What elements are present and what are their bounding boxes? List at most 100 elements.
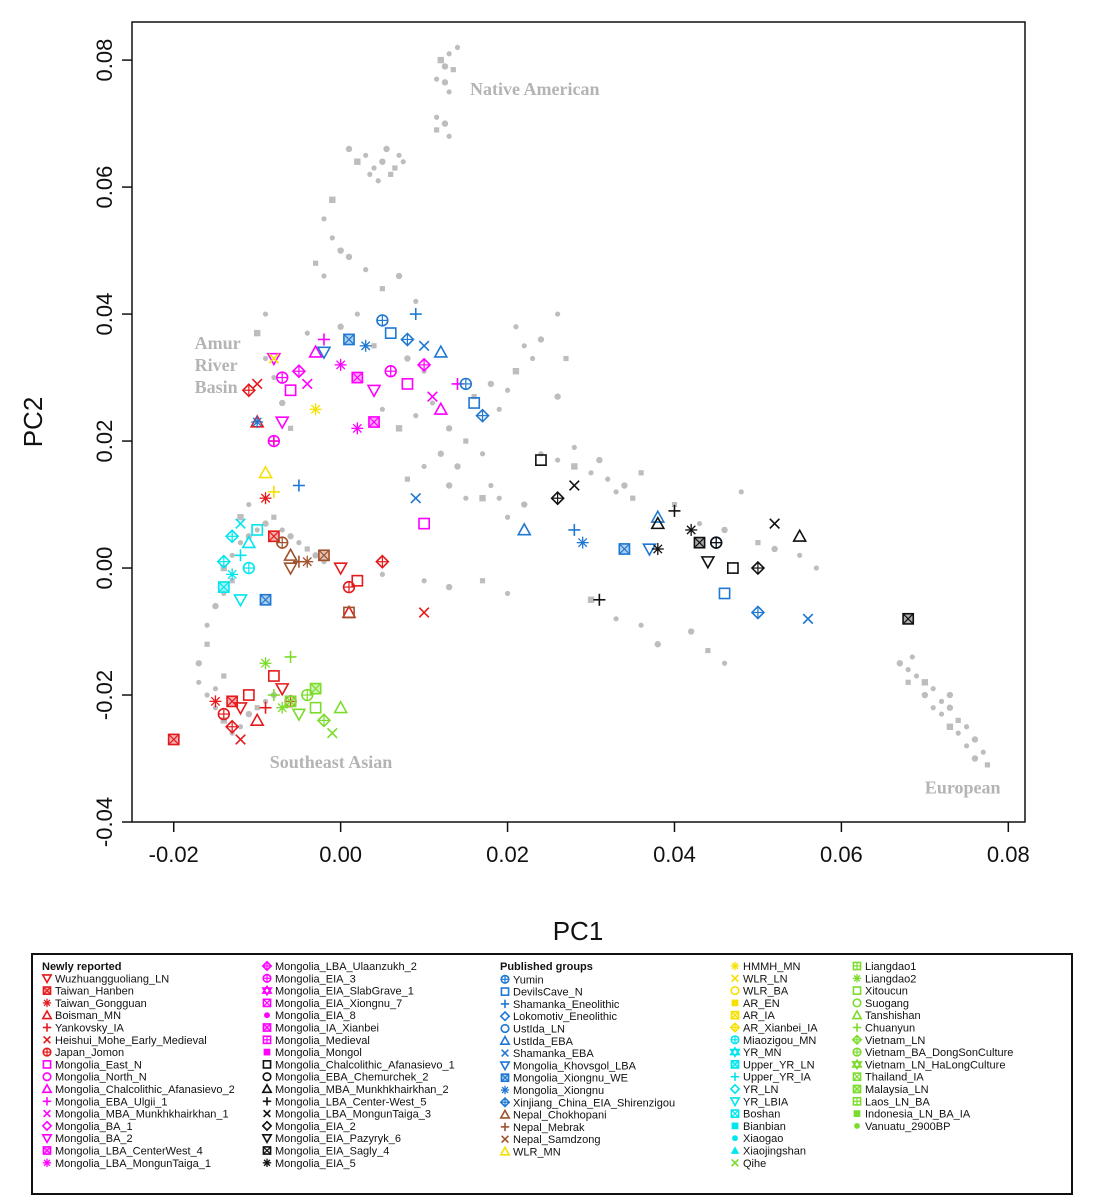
legend-marker [853,1110,861,1117]
background-point [504,514,511,520]
background-point [221,673,227,679]
data-point [226,568,239,581]
legend-marker [42,1072,52,1082]
data-point [792,528,808,542]
legend-label: WLR_BA [743,986,789,998]
background-point [413,298,419,304]
data-point [241,534,257,549]
x-tick-label: 0.02 [486,842,529,867]
background-point [771,545,778,553]
data-point [217,581,230,593]
data-point [418,340,430,352]
background-point [337,323,344,330]
background-point [638,470,644,476]
data-point [251,378,263,390]
legend-marker [262,1035,272,1045]
data-point [693,536,706,549]
legend-label: Vanuatu_2900BP [865,1121,950,1133]
background-point [212,602,219,610]
legend-marker [499,1010,511,1022]
background-point [392,165,398,171]
legend-label: Mongolia_EIA_Sagly_4 [275,1146,389,1158]
legend-item: Xiaojingshan [730,1146,806,1158]
background-point [262,355,269,362]
legend-label: Qihe [743,1158,766,1170]
legend-marker [261,984,273,997]
legend-item: Mongolia_EIA_SlabGrave_1 [261,984,414,998]
legend-label: Vietnam_LN_HaLongCulture [865,1059,1005,1071]
legend-marker [731,974,739,983]
legend-label: Mongolia_EIA_Pazyryk_6 [275,1133,401,1145]
y-tick-label: -0.02 [92,670,117,720]
legend-label: Lokomotiv_Eneolithic [513,1011,617,1023]
legend-label: Japan_Jomon [55,1047,124,1059]
background-point [237,724,244,730]
background-point [630,495,636,501]
background-point [621,482,628,489]
legend-marker [41,974,53,985]
legend-marker [854,1122,860,1129]
legend-item: Mongolia_EIA_Pazyryk_6 [261,1133,401,1145]
legend-marker [729,1046,741,1058]
y-tick-label: 0.06 [92,166,117,209]
data-point [216,554,231,569]
legend-label: Shamanka_Eneolithic [513,999,620,1011]
data-point [267,434,281,448]
legend-label: WLR_LN [743,973,788,985]
data-point [259,701,272,714]
legend-item: YR_MN [729,1046,782,1059]
background-point [254,527,260,533]
background-point [271,514,277,520]
data-point [593,593,606,606]
legend-marker [729,1022,741,1033]
legend-label: Vietnam_LN [865,1035,925,1047]
legend-label: Mongolia_Chalcolithic_Afanasievo_2 [55,1084,235,1096]
background-point [371,343,377,349]
background-point [613,616,619,622]
data-point [308,344,323,358]
legend-marker [261,1083,273,1094]
legend-marker [730,1060,740,1069]
legend-marker [42,1097,52,1106]
background-point [471,394,477,400]
legend-label: Boshan [743,1109,780,1121]
data-point [249,712,265,727]
background-point [262,520,269,527]
background-point [479,451,486,457]
region-label: Amur River Basin [195,333,241,397]
data-point [384,365,397,378]
background-point [441,63,449,70]
background-point [454,463,461,470]
legend-marker [731,1158,739,1167]
data-point [750,605,766,620]
legend-marker [261,1134,273,1145]
legend-item: Mongolia_EBA_Ulgii_1 [42,1096,168,1108]
background-point [446,133,452,139]
legend-label: Mongolia_EBA_Ulgii_1 [55,1096,168,1108]
data-point [326,727,338,739]
legend-label: Mongolia_Khovsgol_LBA [513,1060,637,1072]
legend-marker [731,1122,739,1130]
data-point [259,593,272,606]
background-point [638,622,644,628]
legend-item: Mongolia_Medieval [262,1035,370,1047]
legend-item: Upper_YR_IA [730,1072,812,1084]
legend-item: UstIda_EBA [499,1034,574,1048]
data-point [359,339,372,352]
legend-item: Qihe [731,1158,766,1170]
background-point [279,399,286,407]
data-point [309,682,322,695]
data-point [274,683,290,697]
background-point [946,704,954,711]
legend-label: Nepal_Mebrak [513,1122,585,1134]
legend-item: Mongolia_EIA_8 [264,1010,356,1022]
legend-marker [41,1083,53,1094]
data-point [276,371,289,384]
y-axis: -0.04 -0.02 0.00 0.02 0.04 0.06 0.08 [92,39,132,847]
data-point [233,594,248,608]
legend-label: Bianbian [743,1121,786,1133]
background-point [445,425,453,432]
background-point [555,311,561,317]
background-point [555,457,561,463]
background-point [554,393,561,400]
